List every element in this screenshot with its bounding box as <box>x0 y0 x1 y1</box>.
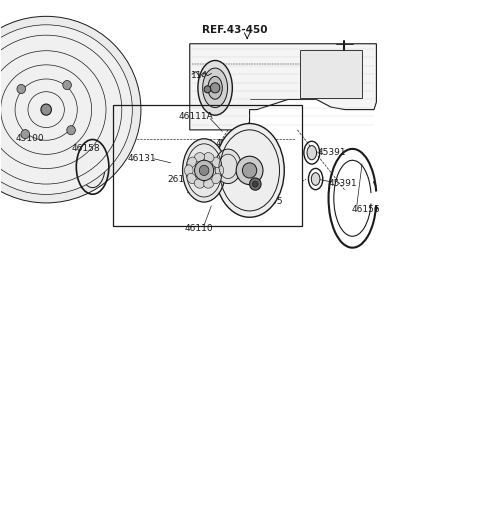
Circle shape <box>204 86 211 93</box>
Ellipse shape <box>203 68 228 108</box>
Ellipse shape <box>187 157 196 168</box>
Ellipse shape <box>0 44 113 176</box>
Ellipse shape <box>0 35 122 184</box>
Text: 46111A: 46111A <box>179 112 213 121</box>
Circle shape <box>252 181 258 187</box>
Ellipse shape <box>204 179 214 188</box>
Text: 46156: 46156 <box>351 205 380 214</box>
Ellipse shape <box>0 28 129 190</box>
Circle shape <box>21 130 30 139</box>
Circle shape <box>194 161 214 180</box>
Circle shape <box>199 165 209 175</box>
Circle shape <box>63 80 72 89</box>
Circle shape <box>242 163 257 178</box>
Ellipse shape <box>182 139 226 202</box>
Text: 46155: 46155 <box>254 197 283 206</box>
Text: 46110: 46110 <box>185 224 214 233</box>
Ellipse shape <box>215 123 284 217</box>
Ellipse shape <box>0 59 98 161</box>
Bar <box>113 105 302 226</box>
Ellipse shape <box>307 146 317 160</box>
Text: 26112B: 26112B <box>168 175 202 183</box>
Ellipse shape <box>0 51 106 169</box>
Text: 46131: 46131 <box>128 154 156 163</box>
Text: 45391: 45391 <box>329 179 357 187</box>
Ellipse shape <box>28 92 64 128</box>
Ellipse shape <box>212 173 221 184</box>
Circle shape <box>17 84 25 93</box>
Circle shape <box>236 156 263 184</box>
Ellipse shape <box>15 79 77 140</box>
Ellipse shape <box>312 173 320 185</box>
Ellipse shape <box>10 74 82 145</box>
Ellipse shape <box>215 165 224 176</box>
Text: 45391: 45391 <box>318 148 346 157</box>
Text: 45100: 45100 <box>15 134 44 143</box>
Ellipse shape <box>25 89 67 131</box>
Ellipse shape <box>0 16 141 203</box>
Ellipse shape <box>198 60 232 115</box>
Ellipse shape <box>204 152 214 162</box>
Ellipse shape <box>194 152 204 162</box>
Text: REF.43-450: REF.43-450 <box>202 25 267 35</box>
Circle shape <box>67 125 75 135</box>
Ellipse shape <box>80 146 105 187</box>
Ellipse shape <box>194 179 204 188</box>
Ellipse shape <box>212 157 221 168</box>
Ellipse shape <box>0 25 132 195</box>
Text: 1140FJ: 1140FJ <box>191 71 222 80</box>
Text: 46158: 46158 <box>72 144 100 153</box>
Polygon shape <box>190 44 376 130</box>
Ellipse shape <box>41 104 51 115</box>
Ellipse shape <box>215 149 241 183</box>
Ellipse shape <box>0 65 92 154</box>
Ellipse shape <box>187 173 196 184</box>
Circle shape <box>210 83 220 93</box>
Ellipse shape <box>208 76 222 99</box>
Ellipse shape <box>184 165 193 176</box>
Circle shape <box>250 178 261 190</box>
Bar <box>300 50 362 98</box>
Text: 46151: 46151 <box>215 139 244 148</box>
